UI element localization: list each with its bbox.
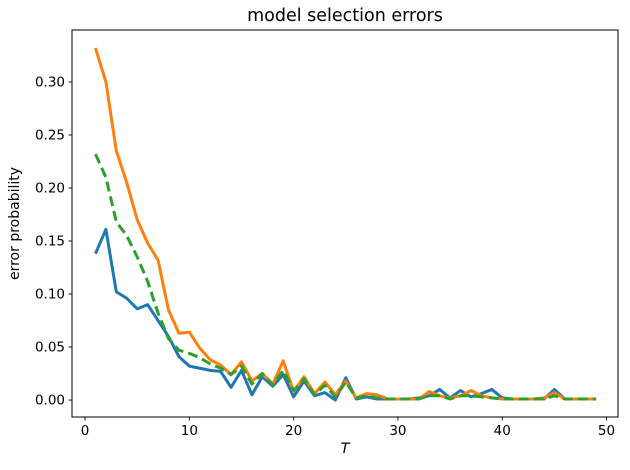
- y-tick-label: 0.05: [35, 340, 65, 356]
- series-green-dashed-line: [94, 153, 597, 401]
- axes-spines: [71, 29, 619, 418]
- x-axis-label: T: [341, 441, 351, 457]
- x-tick-label: 20: [285, 423, 302, 439]
- x-tick-label: 0: [81, 423, 90, 439]
- x-tick-label: 40: [494, 423, 511, 439]
- y-tick-label: 0.30: [35, 74, 65, 90]
- y-tick-label: 0.10: [35, 287, 65, 303]
- chart-title: model selection errors: [247, 6, 443, 26]
- x-tick-label: 50: [598, 423, 615, 439]
- y-tick-label: 0.15: [35, 233, 65, 249]
- x-tick-label: 10: [181, 423, 198, 439]
- plot-area: 0 10 20 30 40 50 0.00 0.05 0.10 0.15 0.20 0.25 0.30: [35, 29, 619, 439]
- y-axis-label: error probability: [7, 167, 23, 280]
- y-tick-label: 0.25: [35, 127, 65, 143]
- y-tick-label: 0.00: [35, 393, 65, 409]
- series-orange-solid-line: [94, 47, 597, 401]
- x-tick-label: 30: [389, 423, 406, 439]
- y-tick-label: 0.20: [35, 180, 65, 196]
